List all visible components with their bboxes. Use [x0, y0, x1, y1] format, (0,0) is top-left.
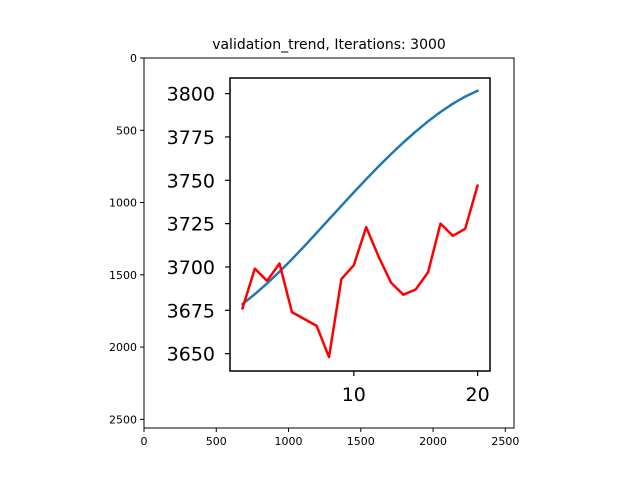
outer-y-tick-label: 0	[130, 52, 137, 65]
inner-plot-frame	[229, 77, 491, 372]
outer-y-ticks: 0 500 1000 1500 2000 2500	[109, 52, 144, 426]
inner-x-ticks: 10 20	[342, 371, 490, 406]
outer-x-tick-label: 500	[206, 435, 227, 448]
inner-y-tick-label: 3725	[167, 214, 215, 236]
outer-y-tick-label: 2000	[109, 341, 137, 354]
chart-title: validation_trend, Iterations: 3000	[212, 37, 446, 53]
outer-x-tick-label: 2000	[419, 435, 447, 448]
outer-x-ticks: 0 500 1000 1500 2000 2500	[141, 428, 519, 448]
outer-x-tick-label: 0	[141, 435, 148, 448]
inner-series	[241, 89, 479, 359]
inner-plot: 10 20 3650 3675 3700 3725 3750 3775 3800	[167, 77, 491, 406]
outer-axes: 0 500 1000 1500 2000 2500 0 500 1000 1500 2000 250…	[109, 52, 519, 448]
inner-y-ticks: 3650 3675 3700 3725 3750 3775 3800	[167, 84, 230, 366]
outer-y-tick-label: 1000	[109, 197, 137, 210]
outer-y-tick-label: 2500	[109, 413, 137, 426]
inner-y-tick-label: 3800	[167, 84, 215, 106]
series-line-2	[241, 184, 479, 359]
outer-x-tick-label: 1000	[275, 435, 303, 448]
outer-x-tick-label: 2500	[491, 435, 519, 448]
inner-y-tick-label: 3675	[167, 300, 215, 322]
outer-y-tick-label: 500	[116, 124, 137, 137]
outer-y-tick-label: 1500	[109, 269, 137, 282]
inner-x-tick-label: 10	[342, 384, 366, 406]
inner-x-tick-label: 20	[466, 384, 490, 406]
outer-x-tick-label: 1500	[347, 435, 375, 448]
inner-y-tick-label: 3700	[167, 257, 215, 279]
inner-y-tick-label: 3750	[167, 170, 215, 192]
inner-y-tick-label: 3650	[167, 344, 215, 366]
inner-y-tick-label: 3775	[167, 127, 215, 149]
outer-axes-frame	[143, 57, 515, 429]
